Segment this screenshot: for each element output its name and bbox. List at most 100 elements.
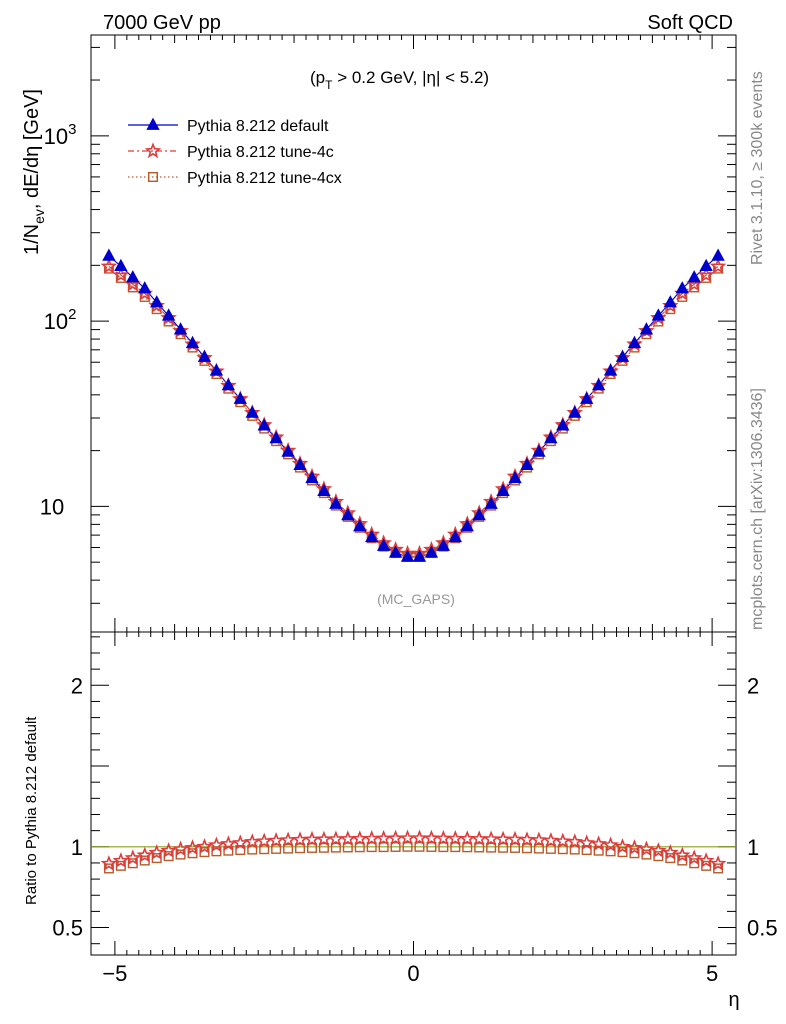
ratio-point-star xyxy=(196,838,213,854)
data-point-star xyxy=(709,257,727,274)
data-point-triangle xyxy=(484,496,498,509)
ratio-point-square xyxy=(414,841,425,852)
ratio-y-tick-label-left: 1 xyxy=(71,835,83,860)
main-y-axis-title: 1/Nev, dE/dη [GeV] xyxy=(21,89,47,255)
data-point-triangle xyxy=(699,258,713,272)
series-line-2 xyxy=(108,268,719,558)
data-point-triangle xyxy=(126,270,140,283)
data-point-triangle xyxy=(317,483,331,496)
ratio-point-star xyxy=(160,842,177,858)
main-series-markers xyxy=(100,248,727,562)
y-title-post: , dE/dη [GeV] xyxy=(21,89,43,209)
main-panel: 10 102 103 (pT > 0.2 GeV, |η| < 5.2) (MC_G… xyxy=(21,34,737,633)
data-point-triangle xyxy=(580,391,594,404)
cut-label-sub: T xyxy=(325,78,333,92)
ratio-panel: 0.5 0.5 1 1 2 2 −5 0 5 Ratio to Pythia 8.212 de… xyxy=(23,631,778,1011)
x-axis-title: η xyxy=(728,989,739,1011)
ratio-point-square xyxy=(462,842,473,853)
ratio-point-star xyxy=(124,849,142,866)
ratio-y-tick-labels: 0.5 0.5 1 1 2 2 xyxy=(52,673,777,940)
ratio-x-tick-labels: −5 0 5 xyxy=(102,961,718,986)
cut-label: (pT > 0.2 GeV, |η| < 5.2) xyxy=(310,68,489,92)
ratio-series-markers xyxy=(100,829,727,874)
data-point-triangle xyxy=(353,519,367,532)
ratio-point-square xyxy=(318,842,329,853)
data-point-triangle xyxy=(281,444,295,457)
ratio-plot-frame xyxy=(90,631,737,956)
ratio-point-star xyxy=(411,829,428,846)
data-point-square xyxy=(103,263,114,274)
data-point-triangle xyxy=(591,378,606,391)
rivet-version-label: Rivet 3.1.10, ≥ 300k events xyxy=(749,71,766,265)
ratio-point-star xyxy=(614,838,631,854)
ratio-point-square xyxy=(378,842,389,853)
y-title-pre: 1/N xyxy=(21,224,43,255)
analysis-label: (MC_GAPS) xyxy=(377,591,455,607)
data-point-triangle xyxy=(556,418,570,431)
ratio-point-star xyxy=(220,835,237,852)
ratio-point-star xyxy=(136,846,154,863)
legend-label-default: Pythia 8.212 default xyxy=(187,118,329,135)
ratio-point-star xyxy=(291,831,309,847)
main-y-tick-labels: 10 102 103 xyxy=(40,121,77,520)
ratio-point-star xyxy=(709,855,727,871)
data-point-square xyxy=(713,263,724,274)
ratio-y-tick-label-right: 2 xyxy=(747,673,759,698)
data-point-triangle xyxy=(161,308,176,321)
ratio-y-tick-label-right: 1 xyxy=(747,835,759,860)
ratio-point-square xyxy=(521,843,532,854)
legend-entry-tune-4c: Pythia 8.212 tune-4c xyxy=(128,142,334,161)
data-point-star xyxy=(661,297,679,313)
ratio-point-star xyxy=(435,829,452,846)
ratio-point-star xyxy=(590,835,607,852)
legend-label-tune-4c: Pythia 8.212 tune-4c xyxy=(187,144,334,161)
data-point-triangle xyxy=(675,281,689,294)
data-point-triangle xyxy=(615,349,630,362)
data-point-triangle xyxy=(448,529,462,543)
data-point-triangle xyxy=(293,457,307,471)
data-point-square xyxy=(127,282,138,293)
ratio-point-star xyxy=(578,834,596,851)
ratio-point-star xyxy=(661,844,679,860)
data-point-square xyxy=(115,272,126,283)
data-point-star xyxy=(650,309,667,325)
legend-marker-star xyxy=(144,142,162,159)
ratio-point-star xyxy=(650,842,667,858)
ratio-axis-ticks xyxy=(91,632,736,955)
ratio-point-star xyxy=(375,829,392,846)
main-y-tick-label: 102 xyxy=(44,306,77,334)
ratio-point-star xyxy=(363,829,381,846)
legend-label-tune-4cx: Pythia 8.212 tune-4cx xyxy=(187,170,342,187)
x-tick-label: 5 xyxy=(706,961,718,986)
data-point-triangle xyxy=(114,258,128,272)
ratio-point-star xyxy=(399,829,416,846)
data-point-triangle xyxy=(233,391,247,404)
data-point-triangle xyxy=(663,295,677,308)
data-point-square xyxy=(701,272,712,283)
data-point-triangle xyxy=(603,363,618,376)
data-point-triangle xyxy=(102,248,116,261)
ratio-point-star xyxy=(542,832,560,848)
header-right-label: Soft QCD xyxy=(647,12,733,34)
series-line-1 xyxy=(108,266,719,555)
ratio-point-square xyxy=(426,841,437,852)
ratio-point-star xyxy=(112,852,130,868)
data-point-star xyxy=(100,257,118,274)
data-point-triangle xyxy=(520,457,534,471)
data-point-triangle xyxy=(341,508,355,521)
ratio-point-star xyxy=(602,836,619,853)
ratio-point-star xyxy=(231,834,249,851)
data-point-triangle xyxy=(173,322,188,335)
cut-label-open: (p xyxy=(310,68,325,87)
ratio-y-tick-label-left: 0.5 xyxy=(52,916,83,941)
series-line-0 xyxy=(108,255,719,558)
data-point-triangle xyxy=(651,308,666,321)
ratio-point-square xyxy=(295,843,306,854)
data-point-triangle xyxy=(568,405,582,418)
data-point-triangle xyxy=(257,418,271,431)
legend: Pythia 8.212 default Pythia 8.212 tune-4… xyxy=(128,117,342,187)
ratio-point-square xyxy=(342,842,353,853)
ratio-point-square xyxy=(545,843,556,854)
data-point-star xyxy=(160,309,177,325)
legend-entry-tune-4cx: Pythia 8.212 tune-4cx xyxy=(128,170,342,187)
